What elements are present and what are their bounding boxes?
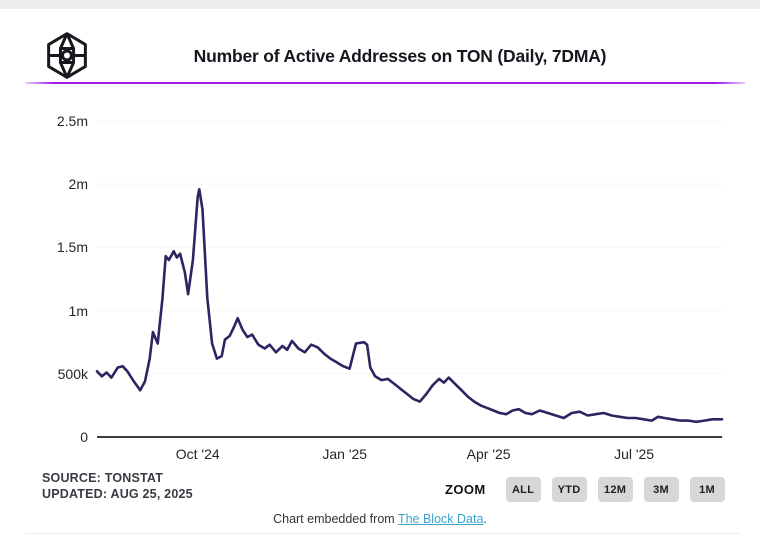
zoom-label: ZOOM (445, 482, 486, 497)
zoom-button-12m[interactable]: 12M (597, 477, 633, 502)
y-axis-tick-label: 1.5m (56, 239, 88, 256)
y-axis-tick-label: 0 (80, 429, 88, 445)
header-divider (25, 82, 745, 84)
top-border-strip (0, 0, 760, 9)
x-axis-tick-label: Oct '24 (175, 446, 220, 462)
y-axis-tick-label: 2m (68, 176, 88, 193)
embed-text-suffix: . (483, 512, 487, 526)
y-axis-tick-label: 500k (57, 365, 88, 382)
series-line (95, 188, 724, 424)
bottom-hairline (25, 533, 740, 534)
zoom-button-group: ALL YTD 12M 3M 1M (495, 477, 725, 502)
y-axis-tick-label: 1m (68, 302, 88, 319)
zoom-controls: ZOOM ALL YTD 12M 3M 1M (445, 477, 725, 502)
embed-footer: Chart embedded from The Block Data. (0, 512, 760, 526)
zoom-button-1m[interactable]: 1M (689, 477, 725, 502)
embed-link[interactable]: The Block Data (397, 512, 484, 526)
updated-text: UPDATED: AUG 25, 2025 (42, 487, 193, 501)
zoom-button-all[interactable]: ALL (505, 477, 541, 502)
zoom-button-ytd[interactable]: YTD (551, 477, 587, 502)
x-axis-tick-label: Apr '25 (466, 446, 511, 462)
source-block: SOURCE: TONSTAT UPDATED: AUG 25, 2025 (42, 470, 193, 502)
embed-text: Chart embedded from (273, 512, 398, 526)
the-block-logo-icon (47, 32, 87, 79)
x-axis-tick-label: Jul '25 (614, 446, 655, 462)
x-axis-tick-label: Jan '25 (322, 446, 368, 462)
page-title: Number of Active Addresses on TON (Daily… (193, 46, 607, 66)
y-axis-tick-label: 2.5m (56, 113, 88, 129)
zoom-button-3m[interactable]: 3M (643, 477, 679, 502)
source-text: SOURCE: TONSTAT (42, 471, 164, 485)
the-block-logo[interactable] (45, 31, 89, 80)
